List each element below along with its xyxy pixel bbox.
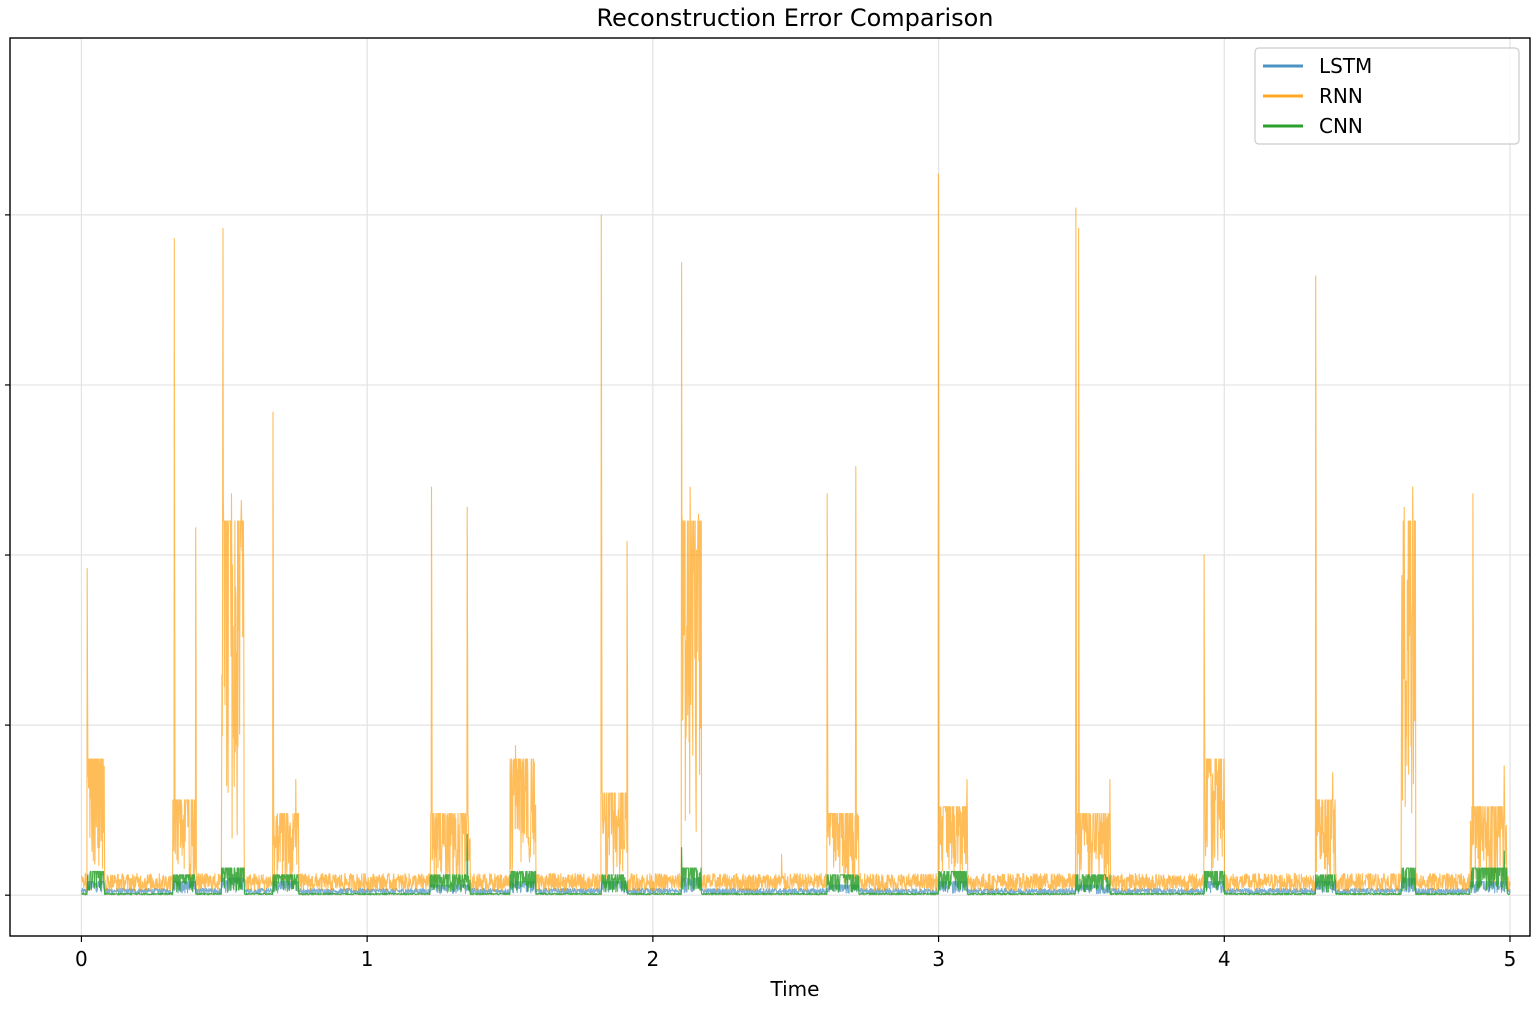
grid [10,38,1530,936]
x-tick-label: 4 [1218,947,1231,971]
y-axis [5,214,10,896]
x-tick-label: 1 [361,947,374,971]
series-layer [80,173,1511,896]
legend-label-lstm: LSTM [1319,54,1372,78]
x-tick-label: 5 [1504,947,1517,971]
x-tick-label: 2 [646,947,659,971]
legend: LSTM RNN CNN [1254,47,1520,145]
plot-frame [9,37,1531,937]
x-tick-label: 0 [75,947,88,971]
legend-label-cnn: CNN [1319,114,1363,138]
x-axis: 0 1 2 3 4 5 [75,936,1516,971]
legend-box [1254,47,1520,145]
series-line-rnn [81,173,1511,892]
series-line-lstm [80,877,1511,895]
legend-label-rnn: RNN [1319,84,1363,108]
x-tick-label: 3 [932,947,945,971]
chart-title: Reconstruction Error Comparison [596,4,993,32]
x-axis-label: Time [770,977,820,1001]
series-line-cnn [80,833,1511,896]
